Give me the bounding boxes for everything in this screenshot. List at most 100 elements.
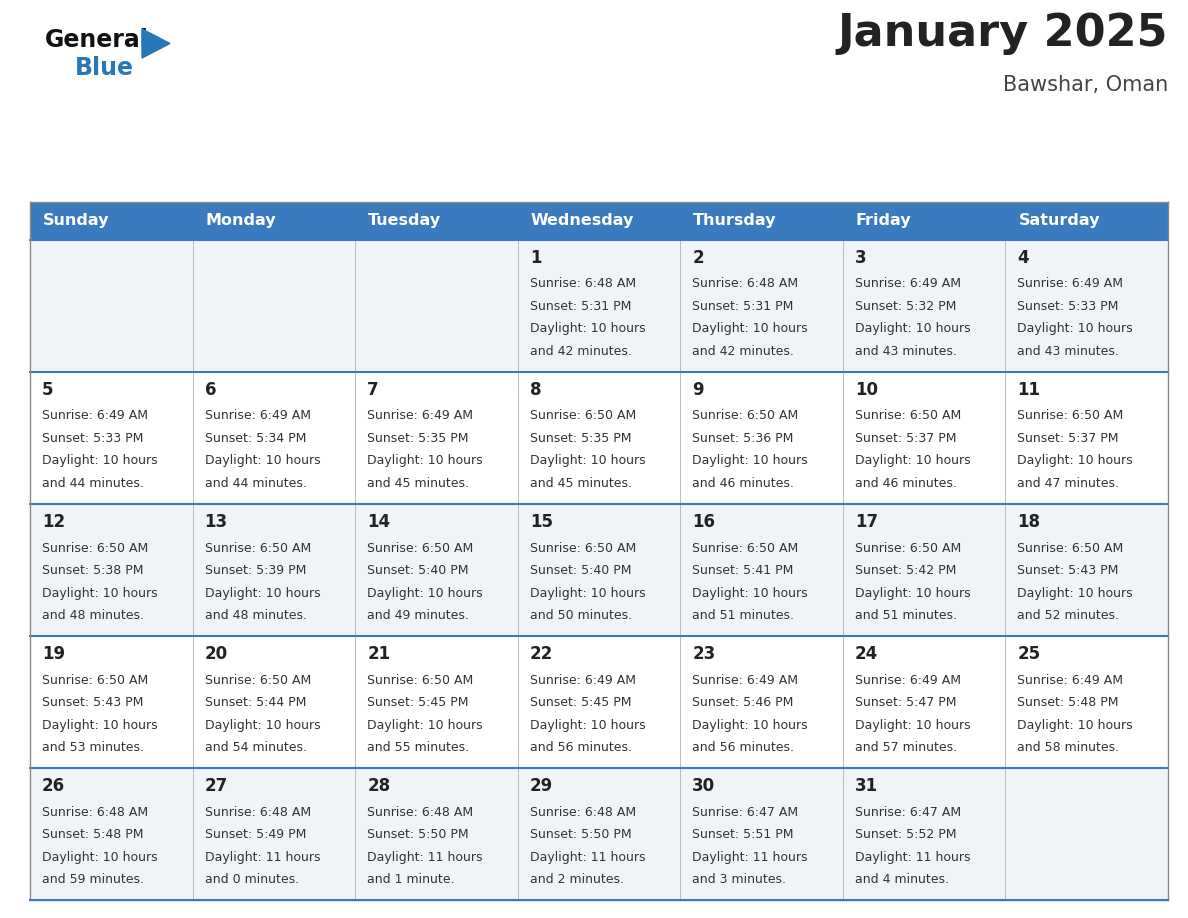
Text: Sunset: 5:52 PM: Sunset: 5:52 PM bbox=[855, 828, 956, 841]
Text: Sunset: 5:40 PM: Sunset: 5:40 PM bbox=[530, 564, 631, 577]
Text: Sunset: 5:44 PM: Sunset: 5:44 PM bbox=[204, 696, 307, 709]
Text: Sunrise: 6:49 AM: Sunrise: 6:49 AM bbox=[204, 409, 310, 422]
Text: and 42 minutes.: and 42 minutes. bbox=[530, 345, 632, 358]
Text: Sunrise: 6:49 AM: Sunrise: 6:49 AM bbox=[855, 674, 961, 687]
Bar bbox=[30, 372, 1168, 504]
Text: 28: 28 bbox=[367, 777, 391, 795]
Text: 2: 2 bbox=[693, 249, 704, 267]
Text: January 2025: January 2025 bbox=[838, 12, 1168, 55]
Bar bbox=[681, 202, 842, 240]
Text: Sunset: 5:50 PM: Sunset: 5:50 PM bbox=[530, 828, 631, 841]
Text: Daylight: 10 hours: Daylight: 10 hours bbox=[42, 719, 158, 732]
Text: and 49 minutes.: and 49 minutes. bbox=[367, 609, 469, 622]
Text: Sunrise: 6:48 AM: Sunrise: 6:48 AM bbox=[693, 277, 798, 290]
Text: and 42 minutes.: and 42 minutes. bbox=[693, 345, 794, 358]
Text: Daylight: 10 hours: Daylight: 10 hours bbox=[367, 454, 482, 467]
Text: Monday: Monday bbox=[206, 214, 276, 229]
Text: Sunrise: 6:50 AM: Sunrise: 6:50 AM bbox=[693, 542, 798, 554]
Text: Daylight: 10 hours: Daylight: 10 hours bbox=[693, 322, 808, 335]
Text: Sunrise: 6:50 AM: Sunrise: 6:50 AM bbox=[1017, 542, 1124, 554]
Text: and 54 minutes.: and 54 minutes. bbox=[204, 741, 307, 754]
Text: 6: 6 bbox=[204, 381, 216, 399]
Text: Daylight: 10 hours: Daylight: 10 hours bbox=[855, 454, 971, 467]
Text: 14: 14 bbox=[367, 513, 391, 531]
Text: Sunrise: 6:50 AM: Sunrise: 6:50 AM bbox=[367, 674, 473, 687]
Text: 29: 29 bbox=[530, 777, 552, 795]
Text: Sunset: 5:32 PM: Sunset: 5:32 PM bbox=[855, 300, 956, 313]
Text: Sunrise: 6:49 AM: Sunrise: 6:49 AM bbox=[42, 409, 148, 422]
Text: Sunset: 5:31 PM: Sunset: 5:31 PM bbox=[530, 300, 631, 313]
Text: and 2 minutes.: and 2 minutes. bbox=[530, 873, 624, 886]
Text: Blue: Blue bbox=[75, 56, 134, 80]
Text: Sunset: 5:45 PM: Sunset: 5:45 PM bbox=[530, 696, 631, 709]
Text: and 45 minutes.: and 45 minutes. bbox=[530, 477, 632, 490]
Text: 17: 17 bbox=[855, 513, 878, 531]
Text: and 43 minutes.: and 43 minutes. bbox=[1017, 345, 1119, 358]
Text: Daylight: 11 hours: Daylight: 11 hours bbox=[367, 850, 482, 864]
Text: 21: 21 bbox=[367, 645, 391, 663]
Text: Daylight: 10 hours: Daylight: 10 hours bbox=[42, 454, 158, 467]
Text: 18: 18 bbox=[1017, 513, 1041, 531]
Text: Daylight: 10 hours: Daylight: 10 hours bbox=[204, 587, 321, 599]
Text: 7: 7 bbox=[367, 381, 379, 399]
Text: Sunset: 5:48 PM: Sunset: 5:48 PM bbox=[1017, 696, 1119, 709]
Text: 13: 13 bbox=[204, 513, 228, 531]
Bar bbox=[355, 202, 518, 240]
Text: 10: 10 bbox=[855, 381, 878, 399]
Text: 9: 9 bbox=[693, 381, 704, 399]
Text: and 4 minutes.: and 4 minutes. bbox=[855, 873, 949, 886]
Text: Daylight: 10 hours: Daylight: 10 hours bbox=[367, 587, 482, 599]
Text: Friday: Friday bbox=[855, 214, 911, 229]
Text: Daylight: 10 hours: Daylight: 10 hours bbox=[1017, 454, 1133, 467]
Bar bbox=[518, 202, 681, 240]
Text: 25: 25 bbox=[1017, 645, 1041, 663]
Text: and 0 minutes.: and 0 minutes. bbox=[204, 873, 298, 886]
Text: Daylight: 10 hours: Daylight: 10 hours bbox=[530, 322, 645, 335]
Bar bbox=[30, 504, 1168, 636]
Text: 5: 5 bbox=[42, 381, 53, 399]
Text: and 47 minutes.: and 47 minutes. bbox=[1017, 477, 1119, 490]
Text: Sunrise: 6:47 AM: Sunrise: 6:47 AM bbox=[693, 805, 798, 819]
Text: Sunset: 5:35 PM: Sunset: 5:35 PM bbox=[367, 432, 468, 445]
Text: and 56 minutes.: and 56 minutes. bbox=[530, 741, 632, 754]
Text: Daylight: 10 hours: Daylight: 10 hours bbox=[855, 719, 971, 732]
Text: Sunset: 5:37 PM: Sunset: 5:37 PM bbox=[1017, 432, 1119, 445]
Text: and 51 minutes.: and 51 minutes. bbox=[855, 609, 956, 622]
Text: Daylight: 10 hours: Daylight: 10 hours bbox=[530, 454, 645, 467]
Text: General: General bbox=[45, 28, 148, 52]
Text: and 1 minute.: and 1 minute. bbox=[367, 873, 455, 886]
Text: Daylight: 10 hours: Daylight: 10 hours bbox=[42, 587, 158, 599]
Text: Sunrise: 6:50 AM: Sunrise: 6:50 AM bbox=[855, 542, 961, 554]
Text: Daylight: 10 hours: Daylight: 10 hours bbox=[367, 719, 482, 732]
Text: Sunrise: 6:50 AM: Sunrise: 6:50 AM bbox=[693, 409, 798, 422]
Text: and 57 minutes.: and 57 minutes. bbox=[855, 741, 958, 754]
Text: Wednesday: Wednesday bbox=[531, 214, 634, 229]
Text: Sunrise: 6:50 AM: Sunrise: 6:50 AM bbox=[42, 542, 148, 554]
Text: and 3 minutes.: and 3 minutes. bbox=[693, 873, 786, 886]
Text: Saturday: Saturday bbox=[1018, 214, 1100, 229]
Text: 16: 16 bbox=[693, 513, 715, 531]
Bar bbox=[842, 202, 1005, 240]
Bar bbox=[192, 202, 355, 240]
Bar bbox=[30, 636, 1168, 768]
Text: and 56 minutes.: and 56 minutes. bbox=[693, 741, 795, 754]
Text: Tuesday: Tuesday bbox=[368, 214, 441, 229]
Text: and 48 minutes.: and 48 minutes. bbox=[42, 609, 144, 622]
Text: Daylight: 10 hours: Daylight: 10 hours bbox=[693, 587, 808, 599]
Text: and 55 minutes.: and 55 minutes. bbox=[367, 741, 469, 754]
Text: Sunset: 5:36 PM: Sunset: 5:36 PM bbox=[693, 432, 794, 445]
Text: Sunset: 5:40 PM: Sunset: 5:40 PM bbox=[367, 564, 468, 577]
Text: and 46 minutes.: and 46 minutes. bbox=[693, 477, 794, 490]
Text: and 45 minutes.: and 45 minutes. bbox=[367, 477, 469, 490]
Text: and 48 minutes.: and 48 minutes. bbox=[204, 609, 307, 622]
Bar bbox=[30, 768, 1168, 900]
Text: 31: 31 bbox=[855, 777, 878, 795]
Text: Sunrise: 6:50 AM: Sunrise: 6:50 AM bbox=[42, 674, 148, 687]
Text: 20: 20 bbox=[204, 645, 228, 663]
Text: and 52 minutes.: and 52 minutes. bbox=[1017, 609, 1119, 622]
Text: Daylight: 10 hours: Daylight: 10 hours bbox=[530, 719, 645, 732]
Text: Sunrise: 6:50 AM: Sunrise: 6:50 AM bbox=[1017, 409, 1124, 422]
Text: Sunset: 5:47 PM: Sunset: 5:47 PM bbox=[855, 696, 956, 709]
Text: Sunset: 5:37 PM: Sunset: 5:37 PM bbox=[855, 432, 956, 445]
Text: Sunrise: 6:49 AM: Sunrise: 6:49 AM bbox=[367, 409, 473, 422]
